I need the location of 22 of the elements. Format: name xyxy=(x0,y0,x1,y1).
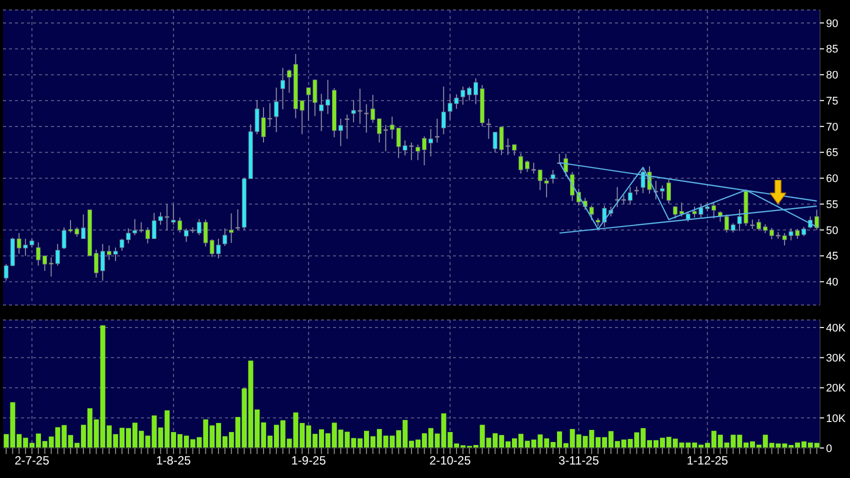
y-tick-label: 75 xyxy=(826,95,838,108)
y-tick-label: 45 xyxy=(826,250,838,263)
y-tick-label: 70 xyxy=(826,121,838,134)
y-tick-label: 40 xyxy=(826,276,838,289)
x-tick-label: 1-8-25 xyxy=(156,454,192,468)
y-tick-label: 60 xyxy=(826,173,838,186)
y-tick-label: 90 xyxy=(826,18,838,30)
y-tick-label: 20K xyxy=(826,382,846,395)
y-tick-label: 30K xyxy=(826,352,846,365)
y-tick-label: 80 xyxy=(826,70,838,82)
y-tick-label: 85 xyxy=(826,44,838,56)
y-tick-label: 10K xyxy=(826,412,846,425)
x-tick-label: 1-12-25 xyxy=(686,454,728,468)
y-tick-label: 50 xyxy=(826,224,838,237)
x-tick-label: 3-11-25 xyxy=(558,454,600,468)
x-tick-label: 1-9-25 xyxy=(291,454,326,468)
y-tick-label: 40K xyxy=(826,322,846,334)
y-tick-label: 55 xyxy=(826,198,838,211)
y-tick-label: 65 xyxy=(826,147,838,160)
x-tick-label: 2-10-25 xyxy=(429,454,472,468)
y-tick-label: 0 xyxy=(826,442,832,455)
x-tick-label: 2-7-25 xyxy=(14,454,50,468)
